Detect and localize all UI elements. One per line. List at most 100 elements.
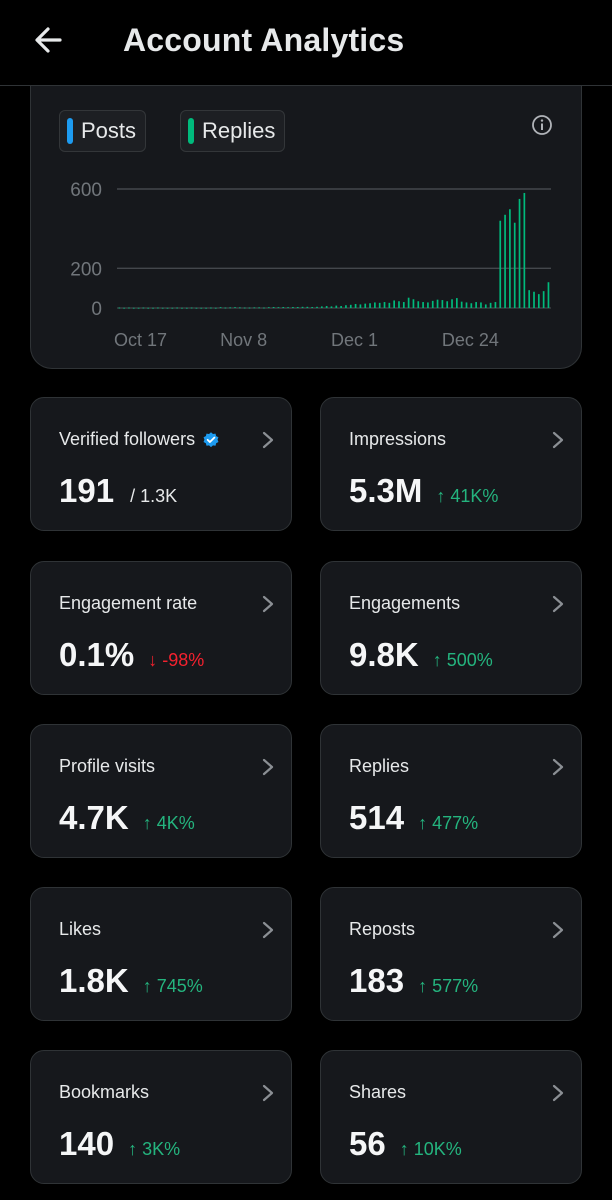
chart-bar [142, 307, 145, 309]
stat-label-text: Impressions [349, 429, 447, 449]
stat-label: Shares [349, 1082, 406, 1103]
chart-bar [436, 299, 439, 308]
stat-label: Replies [349, 756, 409, 777]
stat-card-verified-followers[interactable]: Verified followers 191 / 1.3K [30, 397, 292, 531]
chart-bar [402, 302, 405, 308]
arrow-left-icon [35, 27, 62, 53]
info-circle-icon[interactable] [531, 114, 553, 136]
chart-bar [388, 302, 391, 308]
chart-bar [407, 297, 410, 308]
y-tick-label: 0 [91, 299, 102, 320]
chevron-right-icon [552, 758, 564, 776]
legend-replies[interactable]: Replies [180, 110, 286, 152]
chevron-right-icon [552, 921, 564, 939]
stat-value: 56 [349, 1125, 386, 1162]
stat-value: 4.7K [59, 799, 129, 836]
stat-row: 0.1% ↓ -98% [59, 636, 204, 674]
stat-value: 183 [349, 962, 405, 999]
chart-card: Posts Replies 600 200 0 Oct 17 Nov 8 Dec 1 Dec… [30, 86, 582, 369]
chart-bar [475, 302, 477, 308]
chart-bar [480, 302, 482, 308]
chart-bar [325, 306, 328, 308]
stat-total: / 1.3K [130, 486, 178, 506]
chart-bar [398, 301, 400, 308]
chart-bar [171, 307, 174, 309]
chevron-right-icon [262, 431, 274, 449]
back-button[interactable] [28, 20, 68, 60]
stat-label: Impressions [349, 429, 446, 450]
chart-bar [272, 307, 275, 308]
stat-label-text: Profile visits [59, 756, 156, 776]
stat-card-engagement-rate[interactable]: Engagement rate 0.1% ↓ -98% [30, 561, 292, 695]
chart-bar [484, 304, 487, 308]
stat-card-reposts[interactable]: Reposts 183 ↑ 577% [320, 887, 582, 1021]
stat-value: 191 [59, 472, 115, 509]
chart-bar [378, 302, 381, 308]
x-tick-label: Oct 17 [114, 330, 167, 350]
stat-label-text: Shares [349, 1082, 407, 1102]
chart-bar [446, 301, 449, 308]
stat-row: 5.3M ↑ 41K% [349, 472, 498, 510]
chart-bar [431, 300, 434, 308]
stat-label-text: Replies [349, 756, 410, 776]
stat-label-text: Verified followers [59, 429, 196, 449]
chart-bar [253, 307, 256, 309]
chart-bar [128, 307, 130, 309]
stat-label-text: Reposts [349, 919, 416, 939]
legend-posts[interactable]: Posts [59, 110, 147, 152]
chart-bar [451, 299, 453, 308]
stat-card-engagements[interactable]: Engagements 9.8K ↑ 500% [320, 561, 582, 695]
chart-bar [354, 304, 357, 308]
chart-bar [518, 198, 521, 308]
chart-bar [349, 304, 352, 308]
chevron-right-icon [262, 921, 274, 939]
chart-bar [224, 307, 227, 309]
stat-change: ↑ 4K% [142, 813, 195, 833]
stat-value: 514 [349, 799, 405, 836]
chevron-right-icon [552, 1084, 564, 1102]
chart-bar [123, 307, 125, 309]
chart-bar [132, 307, 135, 309]
chart-bar [152, 307, 154, 309]
chart-bar [465, 302, 468, 308]
chart-bar [422, 302, 424, 308]
x-tick-label: Dec 24 [442, 330, 499, 350]
chart-bar [316, 306, 318, 308]
chart-bar [147, 307, 150, 309]
stat-change: ↑ 745% [142, 976, 203, 996]
chart-bar [157, 307, 159, 309]
stat-change: ↑ 500% [432, 650, 493, 670]
stat-card-replies[interactable]: Replies 514 ↑ 477% [320, 724, 582, 858]
chart-bar [460, 301, 463, 308]
chevron-right-icon [262, 758, 274, 776]
stat-card-bookmarks[interactable]: Bookmarks 140 ↑ 3K% [30, 1050, 292, 1184]
chart-bar [441, 300, 444, 308]
stat-label: Bookmarks [59, 1082, 149, 1103]
chart-bar [383, 302, 386, 308]
stat-card-impressions[interactable]: Impressions 5.3M ↑ 41K% [320, 397, 582, 531]
chart-bar [267, 307, 270, 309]
chart-bar [537, 294, 540, 308]
chart-bar [306, 306, 309, 308]
chart-bar [523, 192, 526, 308]
chart-bar [166, 307, 169, 309]
x-tick-label: Dec 1 [331, 330, 378, 350]
chart-bar [287, 307, 289, 309]
chart-bar [301, 306, 304, 308]
stat-card-likes[interactable]: Likes 1.8K ↑ 745% [30, 887, 292, 1021]
stat-card-profile-visits[interactable]: Profile visits 4.7K ↑ 4K% [30, 724, 292, 858]
stat-card-shares[interactable]: Shares 56 ↑ 10K% [320, 1050, 582, 1184]
chart-bar [427, 302, 429, 308]
stat-row: 183 ↑ 577% [349, 962, 478, 1000]
stat-value: 1.8K [59, 962, 129, 999]
chart-bar [195, 307, 198, 309]
chart-bar [494, 302, 497, 308]
chart-bar [359, 304, 362, 308]
chart-bar [335, 305, 338, 308]
stat-label: Likes [59, 919, 101, 940]
stat-label: Reposts [349, 919, 415, 940]
stat-change: ↓ -98% [148, 650, 205, 670]
legend-replies-label: Replies [202, 118, 276, 143]
stat-label: Engagements [349, 593, 460, 614]
chart-bar [190, 307, 193, 309]
